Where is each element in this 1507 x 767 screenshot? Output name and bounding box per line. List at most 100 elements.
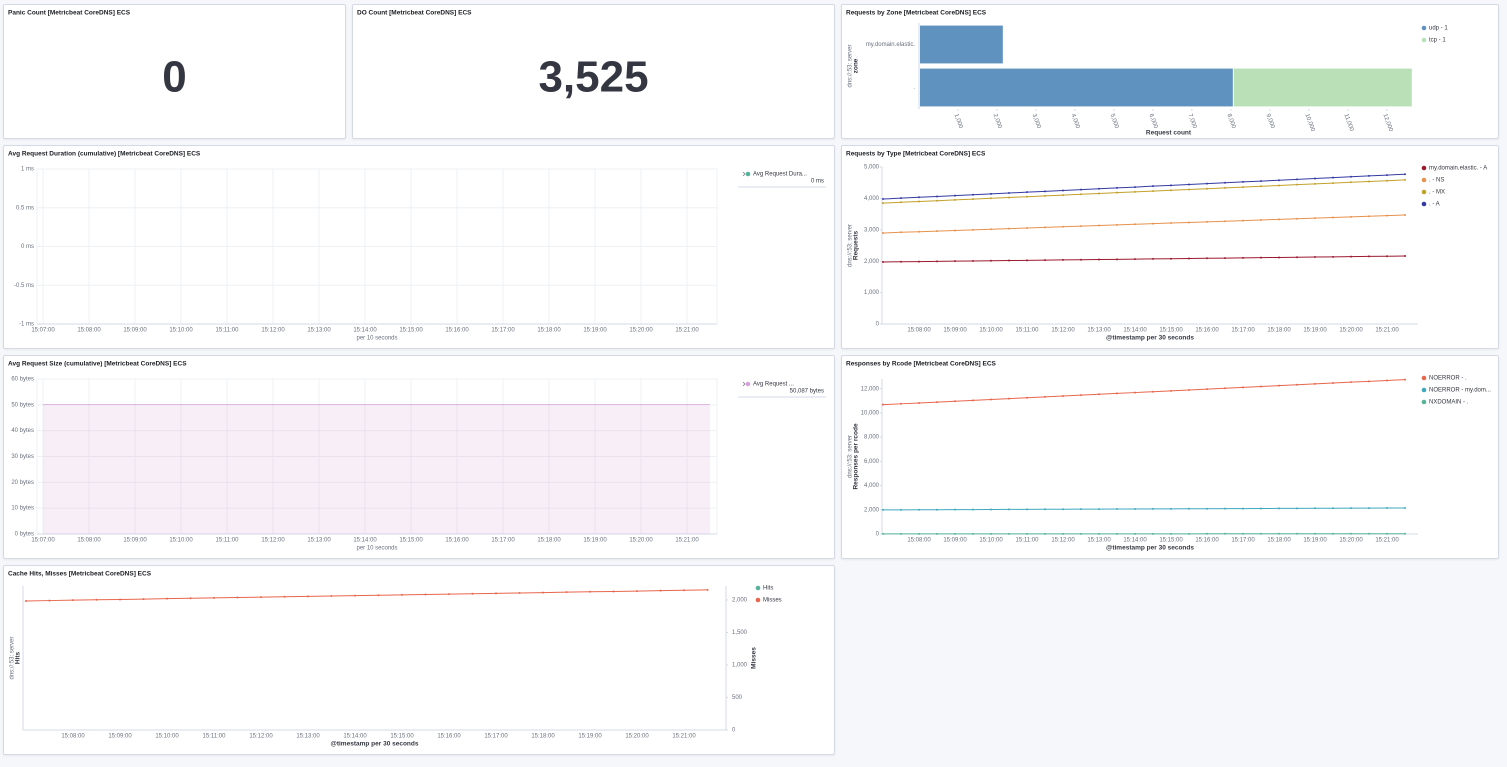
y2-tick-label: 500 xyxy=(732,695,743,701)
legend-label[interactable]: Avg Request ... xyxy=(753,382,794,388)
point xyxy=(1116,191,1118,194)
legend-swatch xyxy=(1421,201,1427,207)
legend-label[interactable]: . - MX xyxy=(1429,190,1445,196)
x-tick-label: 15:18:00 xyxy=(1267,328,1291,334)
y-tick-label: 20 bytes xyxy=(11,480,34,486)
point xyxy=(1044,508,1046,511)
point xyxy=(1404,255,1406,258)
y-tick-label: 3,000 xyxy=(864,227,880,233)
x-tick-label: 15:21:00 xyxy=(1375,538,1399,544)
panel-title: Requests by Zone [Metricbeat CoreDNS] EC… xyxy=(846,10,987,17)
y-group-label: dns://:53: server xyxy=(848,435,854,478)
point xyxy=(1206,187,1208,190)
y-axis-title: Responses per rcode xyxy=(853,423,860,489)
x-axis-title: per 10 seconds xyxy=(356,336,397,342)
series-line xyxy=(882,255,1406,263)
point xyxy=(1314,217,1316,220)
point xyxy=(1026,191,1028,194)
point xyxy=(1134,186,1136,189)
x-tick-label: 15:20:00 xyxy=(629,328,653,334)
point xyxy=(918,200,920,203)
point xyxy=(936,195,938,198)
point xyxy=(1152,532,1154,535)
point xyxy=(1314,256,1316,259)
x-tick-label: 15:13:00 xyxy=(307,328,331,334)
series-line xyxy=(882,507,1406,511)
y2-tick-label: 1,500 xyxy=(732,630,748,636)
x-tick-label: 15:12:00 xyxy=(249,734,273,740)
legend-label[interactable]: . - A xyxy=(1429,202,1440,208)
x-tick-label: 15:15:00 xyxy=(390,734,414,740)
x-tick-label: 15:19:00 xyxy=(583,328,607,334)
point xyxy=(936,532,938,535)
point xyxy=(1080,193,1082,196)
y-tick-label: 6,000 xyxy=(864,459,880,465)
point xyxy=(706,588,709,591)
x-tick-label: 7,000 xyxy=(1187,113,1198,130)
point xyxy=(330,595,333,598)
point xyxy=(1008,259,1010,262)
point xyxy=(918,260,920,263)
point xyxy=(972,399,974,402)
series-line xyxy=(882,173,1406,200)
x-tick-label: 10,000 xyxy=(1303,113,1315,133)
legend-label[interactable]: Misses xyxy=(763,598,782,604)
point xyxy=(918,508,920,511)
series-line xyxy=(882,379,1406,406)
point xyxy=(918,532,920,535)
point xyxy=(565,591,568,594)
x-tick-label: 15:09:00 xyxy=(943,538,967,544)
legend-label[interactable]: NXDOMAIN - . xyxy=(1429,400,1469,406)
point xyxy=(1386,179,1388,182)
x-tick-label: 15:14:00 xyxy=(353,538,377,544)
point xyxy=(1350,507,1352,510)
x-tick-label: 4,000 xyxy=(1070,113,1081,130)
x-tick-label: 8,000 xyxy=(1226,113,1237,130)
point xyxy=(1224,220,1226,223)
area xyxy=(43,404,710,534)
bar xyxy=(1233,68,1412,107)
legend-value: 50,087 bytes xyxy=(790,389,824,395)
x-tick-label: 15:15:00 xyxy=(1159,328,1183,334)
legend-label[interactable]: udp - 1 xyxy=(1429,26,1448,32)
series-line xyxy=(882,179,1406,204)
point xyxy=(1368,215,1370,218)
legend-label[interactable]: NOERROR - my.dom... xyxy=(1429,388,1491,394)
point xyxy=(1098,224,1100,227)
point xyxy=(1314,177,1316,180)
legend-label[interactable]: Hits xyxy=(763,586,773,592)
point xyxy=(1134,391,1136,394)
point xyxy=(189,597,192,600)
x-tick-label: 15:20:00 xyxy=(1339,328,1363,334)
point xyxy=(1188,388,1190,391)
point xyxy=(990,532,992,535)
legend-label[interactable]: tcp - 1 xyxy=(1429,38,1446,44)
point xyxy=(990,508,992,511)
point xyxy=(1008,397,1010,400)
x-tick-label: 15:15:00 xyxy=(1159,538,1183,544)
legend-label[interactable]: . - NS xyxy=(1429,178,1444,184)
point xyxy=(1314,532,1316,535)
legend-swatch xyxy=(1421,375,1427,381)
y-tick-label: . xyxy=(913,85,915,91)
point xyxy=(990,192,992,195)
x-tick-label: 15:12:00 xyxy=(261,328,285,334)
point xyxy=(1152,507,1154,510)
point xyxy=(1368,507,1370,510)
legend-label[interactable]: Avg Request Dura... xyxy=(753,172,807,178)
legend-label[interactable]: NOERROR - . xyxy=(1429,376,1467,382)
point xyxy=(25,599,27,602)
point xyxy=(1044,194,1046,197)
point xyxy=(936,401,938,404)
x-tick-label: 15:16:00 xyxy=(445,538,469,544)
x-tick-label: 15:14:00 xyxy=(1123,328,1147,334)
point xyxy=(1098,187,1100,190)
point xyxy=(1242,180,1244,183)
point xyxy=(401,593,403,596)
point xyxy=(900,532,902,535)
point xyxy=(1152,222,1154,225)
y2-axis-title: Misses xyxy=(751,647,758,669)
point xyxy=(1206,388,1208,391)
point xyxy=(1170,189,1172,192)
legend-label[interactable]: my.domain.elastic. - A xyxy=(1429,166,1487,172)
